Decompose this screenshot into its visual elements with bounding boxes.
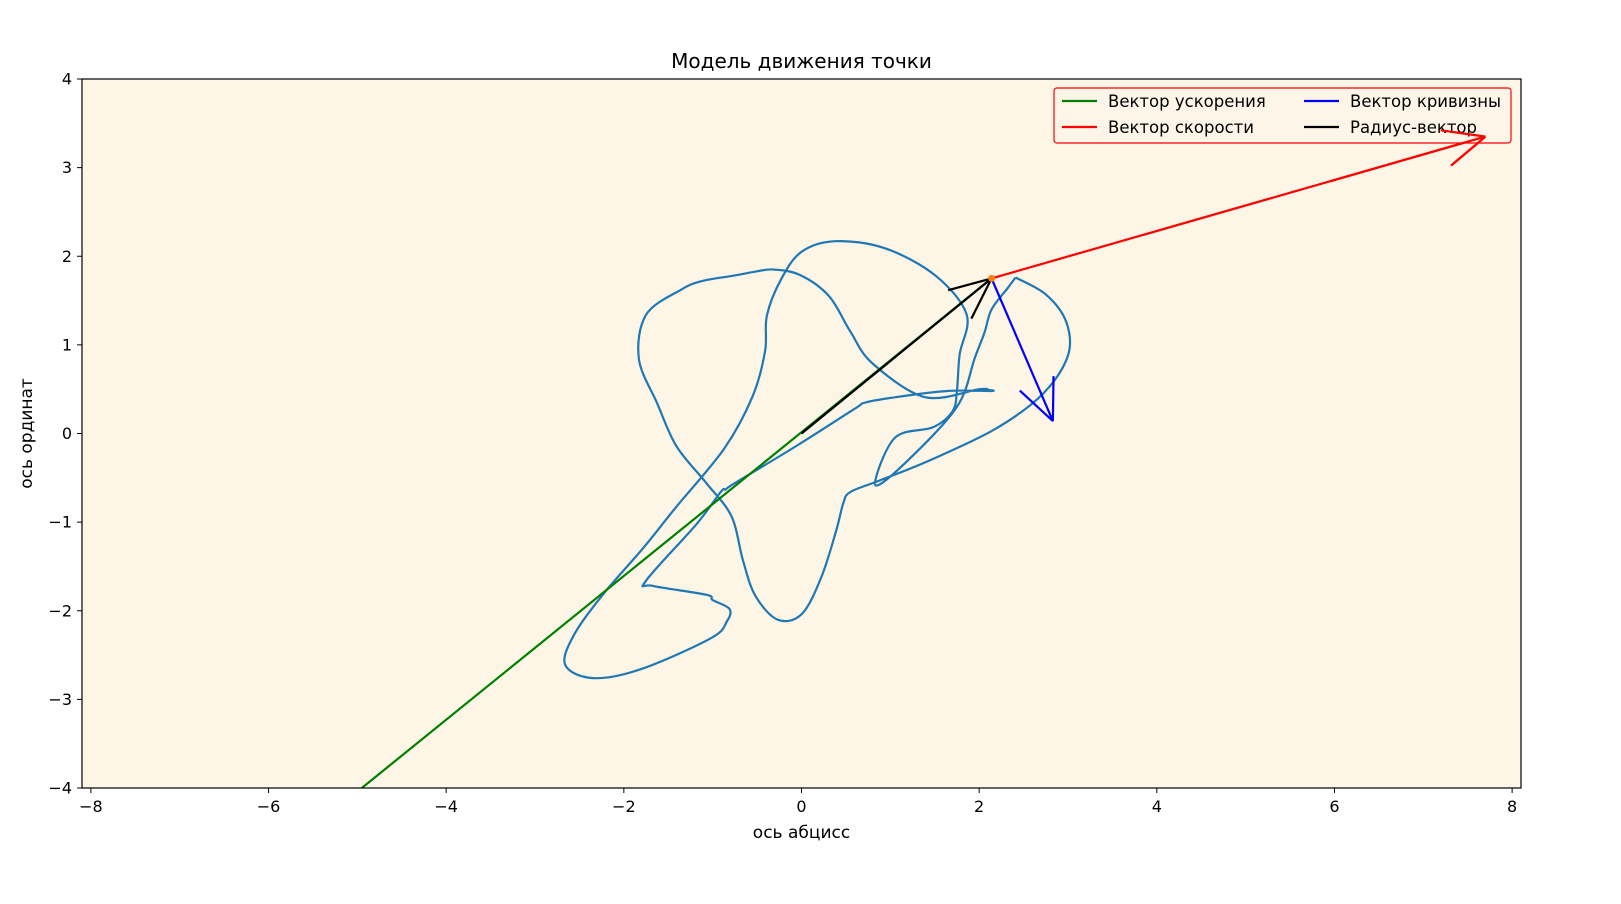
legend: Вектор ускорения Вектор скорости Вектор кр…: [1053, 87, 1512, 144]
x-axis-label: ось абцисс: [753, 823, 850, 843]
vector-arrowhead: [1450, 135, 1487, 167]
y-tick-label: 1: [62, 335, 72, 354]
x-tick-label: −4: [434, 797, 458, 816]
legend-label: Вектор скорости: [1108, 118, 1254, 137]
legend-label: Вектор кривизны: [1350, 92, 1501, 111]
y-tick-label: 4: [62, 70, 72, 89]
vector-0000ff: [990, 277, 1055, 422]
chart-title: Модель движения точки: [671, 49, 932, 73]
legend-label: Вектор ускорения: [1108, 92, 1266, 111]
vector-arrowhead: [970, 277, 993, 320]
x-tick-label: −2: [612, 797, 636, 816]
x-tick-label: 8: [1507, 797, 1517, 816]
y-tick-label: −1: [48, 513, 72, 532]
y-tick-label: 2: [62, 247, 72, 266]
legend-box: [1053, 87, 1512, 144]
y-axis: −4 −3 −2 −1 0 1 2 3 4: [48, 70, 82, 798]
x-axis: −8 −6 −4 −2 0 2 4 6 8: [79, 788, 1517, 816]
x-tick-label: 0: [796, 797, 806, 816]
vector-line: [990, 277, 1054, 422]
x-tick-label: 4: [1152, 797, 1162, 816]
x-tick-label: −8: [79, 797, 103, 816]
velocity-vector-overlay: [1331, 129, 1487, 182]
vector-arrowhead: [1440, 129, 1486, 138]
vector-arrowhead: [1019, 389, 1054, 422]
point-marker: [988, 274, 996, 282]
y-tick-label: −3: [48, 690, 72, 709]
y-axis-label: ось ординат: [17, 378, 37, 489]
legend-label: Радиус-вектор: [1350, 118, 1477, 137]
y-tick-label: 3: [62, 158, 72, 177]
vector-line: [800, 277, 993, 435]
y-tick-label: −4: [48, 779, 72, 798]
x-tick-label: 6: [1329, 797, 1339, 816]
y-tick-label: 0: [62, 424, 72, 443]
vector-arrowhead: [947, 277, 992, 292]
x-tick-label: 2: [974, 797, 984, 816]
vector-line: [1331, 135, 1486, 182]
x-tick-label: −6: [257, 797, 281, 816]
vector-000000: [800, 277, 993, 435]
vector-arrowhead: [1051, 376, 1055, 422]
y-tick-label: −2: [48, 601, 72, 620]
